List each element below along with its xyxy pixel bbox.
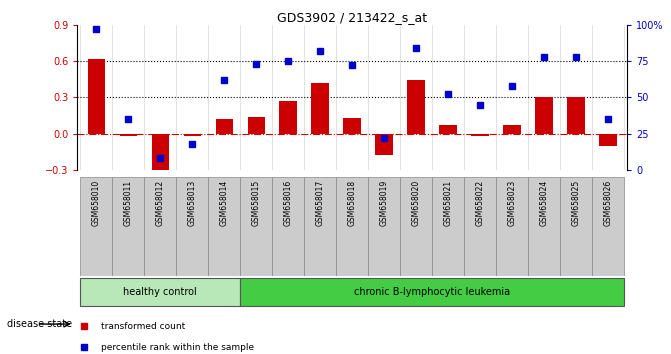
Bar: [503, 125, 521, 133]
Bar: [432, 177, 464, 276]
Bar: [215, 119, 233, 133]
Text: GSM658026: GSM658026: [604, 180, 613, 226]
Bar: [87, 59, 105, 133]
Text: GSM658012: GSM658012: [156, 180, 165, 226]
Text: GSM658014: GSM658014: [220, 180, 229, 226]
Title: GDS3902 / 213422_s_at: GDS3902 / 213422_s_at: [277, 11, 427, 24]
Text: GSM658023: GSM658023: [508, 180, 517, 226]
Bar: [81, 278, 240, 306]
Text: GSM658019: GSM658019: [380, 180, 389, 226]
Text: chronic B-lymphocytic leukemia: chronic B-lymphocytic leukemia: [354, 287, 511, 297]
Text: GSM658018: GSM658018: [348, 180, 357, 226]
Text: GSM658011: GSM658011: [124, 180, 133, 226]
Text: transformed count: transformed count: [101, 322, 185, 331]
Bar: [208, 177, 240, 276]
Text: GSM658015: GSM658015: [252, 180, 261, 226]
Bar: [440, 125, 457, 133]
Text: GSM658020: GSM658020: [412, 180, 421, 226]
Text: healthy control: healthy control: [123, 287, 197, 297]
Bar: [112, 177, 144, 276]
Bar: [272, 177, 304, 276]
Bar: [81, 177, 112, 276]
Bar: [592, 177, 624, 276]
Bar: [472, 133, 489, 136]
Text: GSM658021: GSM658021: [444, 180, 453, 226]
Bar: [560, 177, 592, 276]
Bar: [184, 133, 201, 136]
Bar: [119, 133, 137, 136]
Text: GSM658013: GSM658013: [188, 180, 197, 226]
Bar: [248, 117, 265, 133]
Bar: [336, 177, 368, 276]
Text: GSM658022: GSM658022: [476, 180, 484, 226]
Bar: [144, 177, 176, 276]
Text: GSM658010: GSM658010: [92, 180, 101, 226]
Bar: [497, 177, 528, 276]
Text: GSM658024: GSM658024: [539, 180, 549, 226]
Bar: [176, 177, 208, 276]
Bar: [464, 177, 497, 276]
Text: disease state: disease state: [7, 319, 72, 329]
Bar: [568, 97, 585, 133]
Bar: [407, 80, 425, 133]
Bar: [368, 177, 401, 276]
Bar: [599, 133, 617, 146]
Text: GSM658016: GSM658016: [284, 180, 293, 226]
Bar: [376, 133, 393, 155]
Bar: [535, 97, 553, 133]
Bar: [240, 278, 624, 306]
Text: percentile rank within the sample: percentile rank within the sample: [101, 343, 254, 352]
Bar: [311, 83, 329, 133]
Bar: [528, 177, 560, 276]
Bar: [152, 133, 169, 172]
Bar: [304, 177, 336, 276]
Text: GSM658017: GSM658017: [316, 180, 325, 226]
Text: GSM658025: GSM658025: [572, 180, 580, 226]
Bar: [280, 101, 297, 133]
Bar: [240, 177, 272, 276]
Bar: [344, 118, 361, 133]
Bar: [401, 177, 432, 276]
